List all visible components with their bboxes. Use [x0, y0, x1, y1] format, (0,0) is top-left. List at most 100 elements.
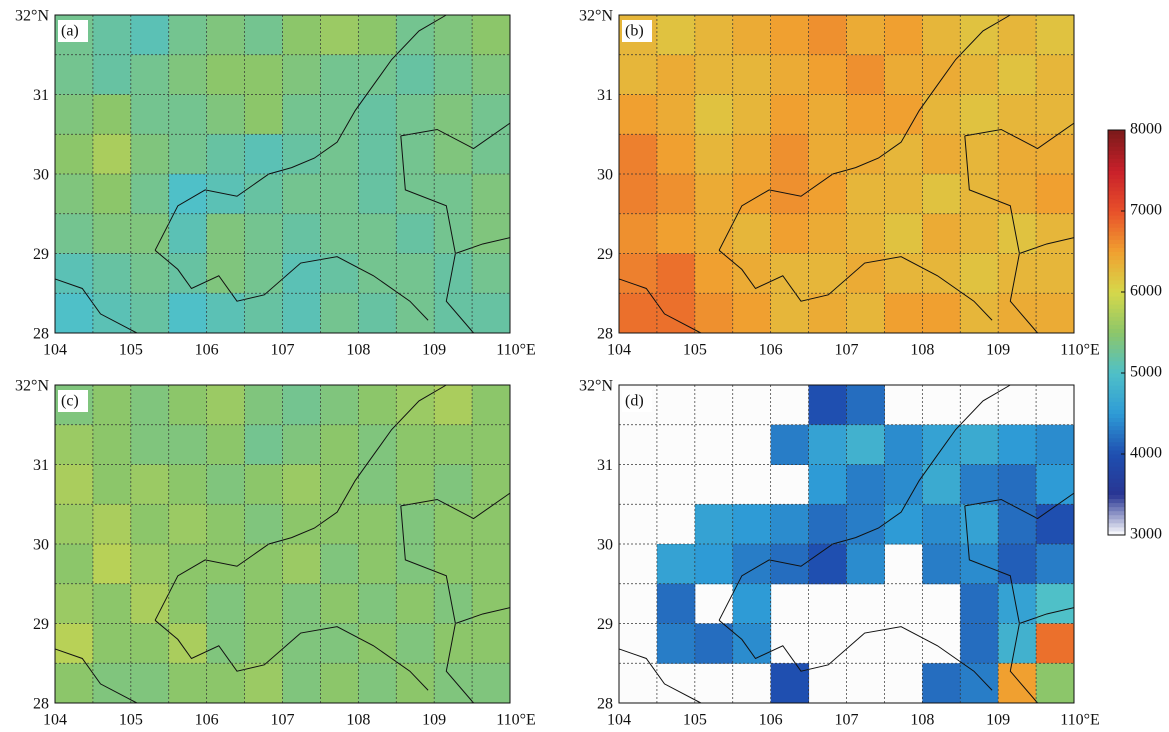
cell [657, 624, 695, 664]
cell [434, 504, 472, 544]
cell [1036, 504, 1074, 544]
x-tick-label: 109 [986, 342, 1010, 359]
cell [207, 624, 245, 664]
cell [131, 425, 169, 465]
colorbar-step [1108, 527, 1125, 532]
cell [922, 465, 960, 505]
x-tick-label: 106 [195, 712, 219, 729]
colorbar-step [1108, 256, 1125, 261]
cell [283, 214, 321, 254]
cell [93, 425, 131, 465]
cell [472, 95, 510, 135]
cell [434, 254, 472, 294]
y-tick-label: 28 [33, 696, 49, 713]
colorbar-step [1108, 397, 1125, 402]
colorbar-step [1108, 357, 1125, 362]
cell [733, 624, 771, 664]
y-tick-label: 31 [33, 87, 49, 104]
cell [169, 663, 207, 703]
cell [131, 385, 169, 425]
cell [283, 293, 321, 333]
cell [998, 544, 1036, 584]
cell [657, 544, 695, 584]
y-tick-label: 31 [597, 87, 613, 104]
x-tick-label: 104 [607, 712, 631, 729]
colorbar-step [1108, 231, 1125, 236]
colorbar-step [1108, 296, 1125, 301]
colorbar-step [1108, 349, 1125, 354]
colorbar-step [1108, 523, 1125, 528]
colorbar-tick-label: 6000 [1130, 283, 1162, 300]
cell [245, 663, 283, 703]
colorbar-step [1108, 199, 1125, 204]
colorbar-step [1108, 377, 1125, 382]
x-tick-label: 109 [422, 712, 446, 729]
cell [998, 95, 1036, 135]
x-tick-label: 104 [43, 342, 67, 359]
x-tick-label: 105 [683, 712, 707, 729]
colorbar-step [1108, 142, 1125, 147]
y-tick-label: 29 [597, 616, 613, 633]
cell [922, 544, 960, 584]
colorbar-step [1108, 272, 1125, 277]
cell [320, 504, 358, 544]
colorbar-step [1108, 470, 1125, 475]
cell [396, 293, 434, 333]
colorbar-step [1108, 381, 1125, 386]
cell [55, 95, 93, 135]
cell [207, 385, 245, 425]
cell [695, 254, 733, 294]
cell [320, 624, 358, 664]
cell [207, 214, 245, 254]
cell [472, 15, 510, 55]
cell [169, 544, 207, 584]
cell [396, 425, 434, 465]
cell [396, 465, 434, 505]
cell [884, 174, 922, 214]
cell [93, 55, 131, 95]
cell [960, 95, 998, 135]
y-tick-label: 29 [33, 616, 49, 633]
cell [884, 134, 922, 174]
cell [283, 385, 321, 425]
colorbar-tick-label: 5000 [1130, 364, 1162, 381]
colorbar-step [1108, 499, 1125, 504]
cell [169, 293, 207, 333]
cell [998, 174, 1036, 214]
cell [55, 425, 93, 465]
cell [55, 624, 93, 664]
cell [657, 134, 695, 174]
colorbar-step [1108, 146, 1125, 151]
cell [131, 134, 169, 174]
cell [472, 134, 510, 174]
cell [809, 504, 847, 544]
cell [847, 544, 885, 584]
panel-label: (d) [625, 393, 644, 410]
cell [283, 425, 321, 465]
cell [55, 584, 93, 624]
cell [1036, 254, 1074, 294]
y-tick-label: 31 [33, 457, 49, 474]
cell [1036, 663, 1074, 703]
panel-label: (a) [61, 23, 79, 40]
cell [1036, 425, 1074, 465]
cell [207, 663, 245, 703]
cell [320, 254, 358, 294]
cell [472, 584, 510, 624]
cell [619, 214, 657, 254]
cell [93, 465, 131, 505]
cell [55, 663, 93, 703]
cell [396, 214, 434, 254]
cell [657, 55, 695, 95]
cell [657, 174, 695, 214]
colorbar-step [1108, 438, 1125, 443]
colorbar-step [1108, 442, 1125, 447]
colorbar-step [1108, 162, 1125, 167]
cell [358, 174, 396, 214]
cell [169, 214, 207, 254]
cell [922, 504, 960, 544]
cell [847, 95, 885, 135]
cell [245, 425, 283, 465]
colorbar-step [1108, 324, 1125, 329]
